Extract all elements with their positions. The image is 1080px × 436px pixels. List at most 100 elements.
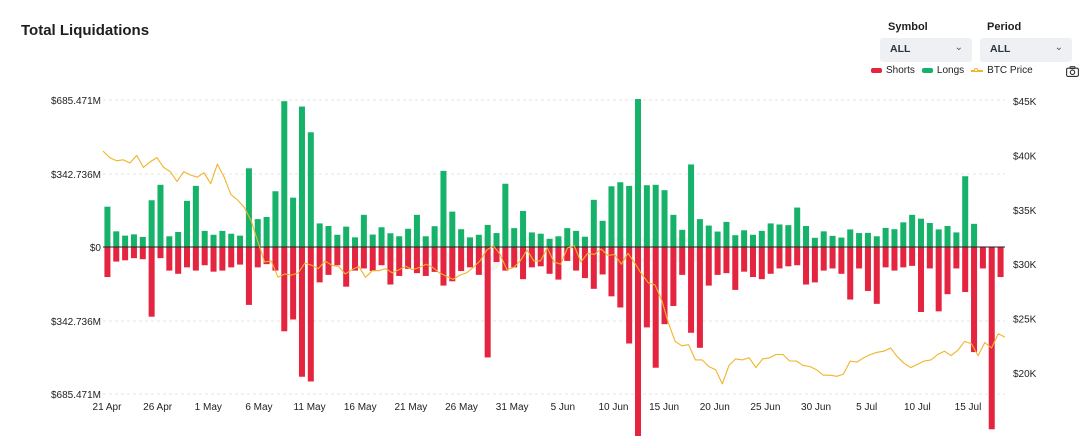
symbol-select[interactable]: ALL ⌄ — [880, 38, 972, 62]
y-tick-label-right: $35K — [1013, 206, 1037, 217]
legend-item-shorts[interactable]: Shorts — [871, 65, 915, 76]
period-select[interactable]: ALL ⌄ — [980, 38, 1072, 62]
bar-longs — [864, 232, 871, 247]
bar-shorts — [590, 247, 597, 289]
bar-shorts — [113, 247, 120, 262]
bar-longs — [829, 235, 836, 247]
bar-longs — [891, 229, 898, 247]
bar-longs — [926, 222, 933, 247]
bar-longs — [475, 234, 482, 247]
bar-longs — [581, 236, 588, 247]
bar-longs — [493, 233, 500, 247]
bar-shorts — [449, 247, 456, 282]
legend-item-btc-price[interactable]: BTC Price — [971, 65, 1033, 76]
bar-shorts — [378, 247, 385, 266]
bar-longs — [316, 223, 323, 247]
btc-price-series — [102, 150, 1006, 385]
bar-shorts — [263, 247, 270, 265]
bar-shorts — [325, 247, 332, 275]
bar-longs — [803, 225, 810, 247]
bar-shorts — [679, 247, 686, 275]
btc-price-line — [102, 150, 1006, 385]
bar-longs — [732, 235, 739, 247]
bar-longs — [555, 236, 562, 247]
bar-longs — [431, 226, 438, 247]
bar-longs — [175, 231, 182, 247]
bar-shorts — [537, 247, 544, 267]
bar-longs — [953, 232, 960, 247]
bar-longs — [281, 101, 288, 247]
x-tick-label: 21 Apr — [93, 402, 123, 413]
bar-shorts — [122, 247, 129, 261]
bar-shorts — [201, 247, 208, 266]
x-tick-label: 15 Jul — [955, 402, 982, 413]
x-tick-label: 31 May — [496, 402, 529, 413]
bar-longs — [767, 223, 774, 247]
bar-longs — [723, 221, 730, 247]
y-tick-label-right: $25K — [1013, 315, 1037, 326]
symbol-label: Symbol — [888, 21, 928, 33]
bar-longs — [599, 220, 606, 247]
bar-shorts — [608, 247, 615, 297]
bar-shorts — [847, 247, 854, 300]
x-tick-label: 6 May — [245, 402, 272, 413]
bar-shorts — [741, 247, 748, 272]
bar-longs — [201, 230, 208, 247]
bar-shorts — [272, 247, 279, 271]
bar-longs — [307, 132, 314, 247]
bar-longs — [122, 235, 129, 247]
bar-shorts — [864, 247, 871, 291]
bar-shorts — [900, 247, 907, 268]
x-tick-label: 20 Jun — [700, 402, 730, 413]
period-label: Period — [987, 21, 1022, 33]
bar-shorts — [520, 247, 527, 280]
bar-shorts — [776, 247, 783, 269]
bar-shorts — [758, 247, 765, 280]
bar-shorts — [130, 247, 137, 259]
x-tick-label: 16 May — [344, 402, 377, 413]
bar-longs — [166, 236, 173, 247]
bar-longs — [520, 210, 527, 247]
bar-longs — [873, 236, 880, 247]
x-tick-label: 26 Apr — [143, 402, 173, 413]
x-tick-label: 15 Jun — [649, 402, 679, 413]
bar-shorts — [997, 247, 1004, 278]
bar-longs — [405, 228, 412, 247]
bar-longs — [758, 230, 765, 247]
bar-longs — [794, 207, 801, 247]
bar-shorts — [696, 247, 703, 348]
legend-item-longs[interactable]: Longs — [921, 65, 964, 76]
x-tick-label: 25 Jun — [750, 402, 780, 413]
bar-longs — [838, 237, 845, 247]
bar-longs — [228, 233, 235, 247]
bar-shorts — [307, 247, 314, 382]
bar-longs — [343, 226, 350, 247]
y-tick-label-right: $20K — [1013, 369, 1037, 380]
grid-lines — [103, 99, 1005, 395]
bar-longs — [210, 234, 217, 247]
bar-shorts — [626, 247, 633, 344]
bar-shorts — [245, 247, 252, 305]
bar-longs — [449, 211, 456, 247]
bar-longs — [962, 176, 969, 247]
bar-shorts — [617, 247, 624, 308]
x-axis: 21 Apr 26 Apr 1 May 6 May 11 May 16 May 21 May… — [93, 402, 982, 413]
x-tick-label: 21 May — [394, 402, 427, 413]
bar-shorts — [493, 247, 500, 263]
bar-longs — [157, 184, 164, 247]
bar-shorts — [254, 247, 261, 268]
bar-shorts — [794, 247, 801, 266]
camera-icon[interactable] — [1066, 64, 1079, 82]
bar-shorts — [466, 247, 473, 268]
x-tick-label: 1 May — [195, 402, 222, 413]
chart-legend: Shorts Longs BTC Price — [871, 65, 1040, 76]
bar-longs — [749, 234, 756, 247]
bar-shorts — [405, 247, 412, 269]
bar-longs — [528, 232, 535, 247]
bar-longs — [413, 214, 420, 247]
bar-shorts — [935, 247, 942, 312]
bar-longs — [466, 237, 473, 247]
bar-longs — [917, 218, 924, 247]
bar-longs — [369, 234, 376, 247]
x-tick-label: 10 Jun — [598, 402, 628, 413]
